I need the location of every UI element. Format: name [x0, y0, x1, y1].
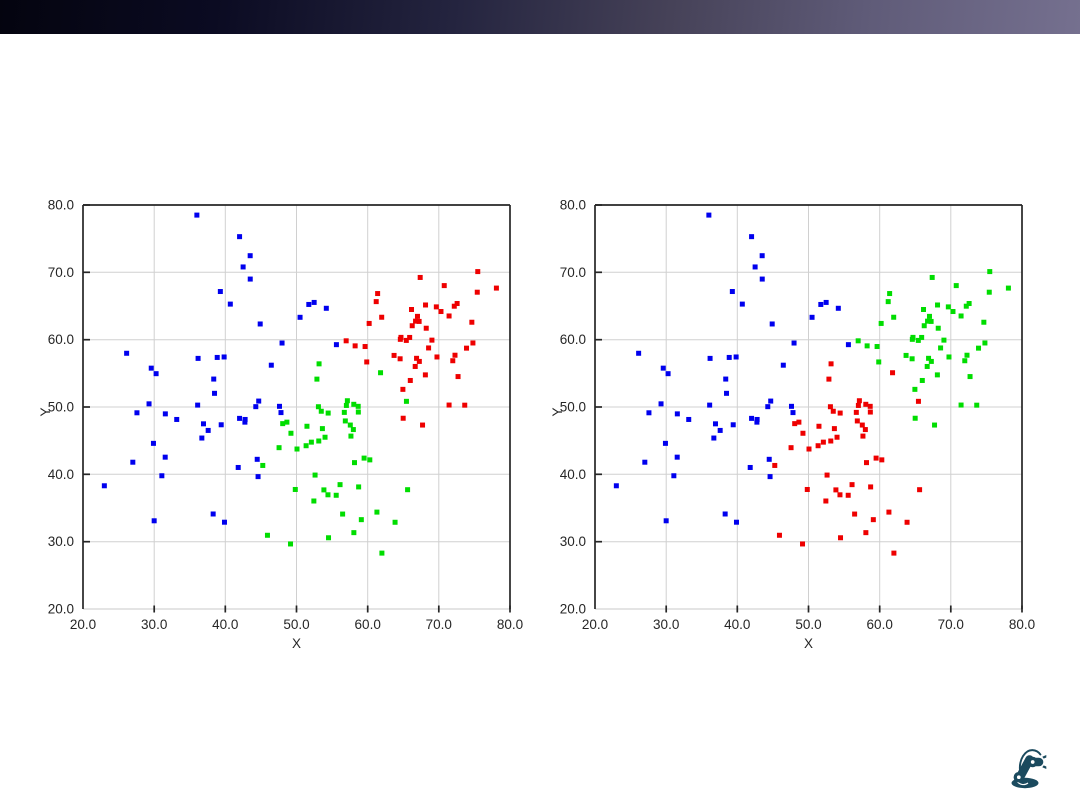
svg-text:60.0: 60.0	[560, 332, 586, 347]
svg-text:70.0: 70.0	[560, 265, 586, 280]
svg-text:60.0: 60.0	[355, 617, 381, 632]
svg-text:50.0: 50.0	[795, 617, 821, 632]
svg-text:20.0: 20.0	[70, 617, 96, 632]
svg-text:60.0: 60.0	[48, 332, 74, 347]
svg-text:20.0: 20.0	[560, 602, 586, 617]
svg-text:80.0: 80.0	[497, 617, 523, 632]
svg-text:20.0: 20.0	[582, 617, 608, 632]
svg-text:40.0: 40.0	[48, 467, 74, 482]
svg-text:80.0: 80.0	[1009, 617, 1035, 632]
svg-text:X: X	[292, 636, 301, 651]
svg-text:40.0: 40.0	[724, 617, 750, 632]
svg-text:70.0: 70.0	[48, 265, 74, 280]
svg-text:30.0: 30.0	[141, 617, 167, 632]
svg-text:40.0: 40.0	[560, 467, 586, 482]
svg-text:70.0: 70.0	[426, 617, 452, 632]
svg-text:80.0: 80.0	[560, 198, 586, 213]
svg-text:60.0: 60.0	[867, 617, 893, 632]
svg-text:40.0: 40.0	[212, 617, 238, 632]
svg-text:80.0: 80.0	[48, 198, 74, 213]
svg-text:30.0: 30.0	[653, 617, 679, 632]
svg-text:X: X	[804, 636, 813, 651]
svg-text:20.0: 20.0	[48, 602, 74, 617]
svg-text:Y: Y	[550, 407, 565, 416]
svg-text:50.0: 50.0	[283, 617, 309, 632]
svg-text:30.0: 30.0	[48, 534, 74, 549]
svg-text:70.0: 70.0	[938, 617, 964, 632]
svg-text:30.0: 30.0	[560, 534, 586, 549]
svg-text:Y: Y	[38, 407, 53, 416]
